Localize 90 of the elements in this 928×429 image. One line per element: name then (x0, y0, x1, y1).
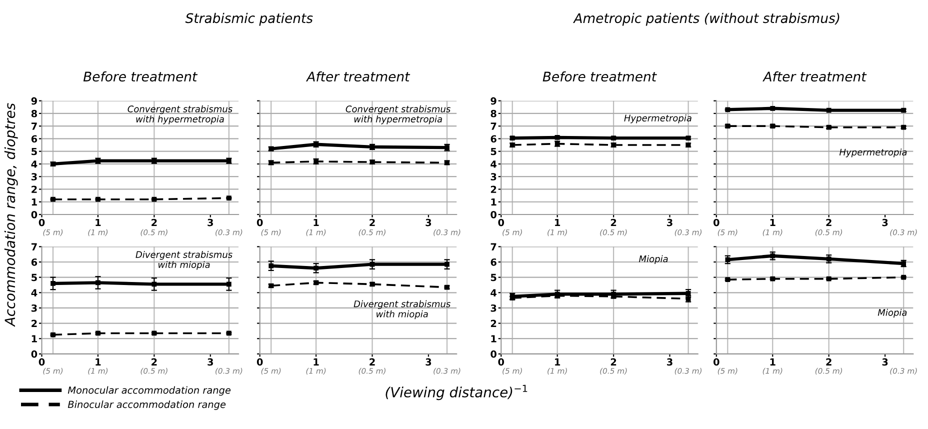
x-tick-label: 1 (555, 358, 560, 366)
annotation: Divergent strabismus with miopia (136, 250, 232, 270)
y-tick-label: 5 (490, 148, 496, 156)
point (50, 281, 56, 286)
annotation: Hypermetropia (839, 148, 907, 158)
y-tick-label: 3 (490, 173, 496, 180)
point (96, 280, 100, 286)
y-tick-label: 3 (31, 304, 37, 312)
y-tick-label: 3 (490, 304, 496, 312)
y-tick-label: 7 (31, 122, 37, 130)
legend-label: Binocular accommodation range (68, 400, 226, 410)
x-tick-label: 2 (826, 358, 832, 366)
y-tick-label: 2 (32, 320, 37, 327)
x-tick-label: 0 (38, 218, 45, 226)
y-tick-label: 5 (490, 274, 496, 282)
y-tick-label: 2 (490, 186, 496, 193)
y-tick-label: 7 (490, 122, 496, 130)
x-axis-title: (Viewing distance)$^{−1}$ (386, 384, 528, 400)
chart-subtitle: Before treatment (542, 71, 657, 82)
y-tick-label: 2 (490, 320, 496, 327)
y-tick-label: 6 (31, 258, 38, 266)
x-tick-label: 0 (714, 218, 720, 226)
annotation: Convergent strabismus with hypermetropia (346, 105, 450, 124)
legend-label: Monocular accommodation range (68, 386, 231, 396)
y-tick-label: 5 (32, 148, 37, 156)
chart-subtitle: Before treatment (83, 71, 198, 82)
annotation: Miopia (878, 308, 907, 318)
chart-title: Strabismic patients (185, 12, 313, 26)
y-tick-label: 8 (31, 110, 37, 118)
x-tick-label: 2 (370, 358, 375, 366)
y-tick-label: 9 (31, 97, 37, 105)
y-tick-label: 1 (32, 335, 37, 342)
y-axis-title: Accommodation range, dioptres (4, 103, 18, 327)
x-tick-label: 2 (610, 218, 616, 226)
x-tick-label: 1 (96, 358, 101, 366)
x-tick-label: 1 (770, 358, 776, 366)
y-tick-label: 0 (490, 350, 496, 358)
y-tick-label: 4 (490, 289, 497, 296)
chart-subtitle: After treatment (762, 71, 867, 82)
x-tick-label: 3 (426, 358, 432, 366)
y-tick-label: 0 (490, 210, 496, 218)
y-tick-label: 5 (32, 274, 37, 282)
y-tick-label: 7 (31, 243, 37, 250)
x-tick-label: 1 (314, 358, 319, 366)
x-tick-label: 2 (152, 358, 157, 366)
y-tick-label: 0 (31, 350, 38, 358)
x-tick-label: 3 (882, 358, 888, 366)
y-tick-label: 1 (491, 335, 496, 342)
x-tick-label: 2 (370, 218, 375, 226)
y-tick-label: 0 (31, 210, 38, 218)
y-tick-label: 6 (490, 258, 496, 266)
annotation: Divergent strabismus with miopia (354, 300, 450, 320)
y-tick-label: 3 (31, 173, 37, 180)
annotation: Hypermetropia (624, 114, 692, 124)
x-tick-label: 2 (610, 358, 616, 366)
y-tick-label: 7 (490, 243, 496, 250)
x-tick-label: 3 (208, 218, 213, 226)
x-tick-label: 3 (667, 218, 672, 226)
y-tick-label: 6 (490, 135, 496, 143)
y-tick-label: 4 (31, 289, 38, 296)
chart-title: Ametropic patients (without strabismus) (573, 12, 840, 26)
x-tick-label: 1 (314, 218, 319, 226)
x-tick-label: 0 (714, 358, 720, 366)
y-tick-label: 1 (491, 198, 496, 206)
x-tick-label: 3 (426, 218, 432, 226)
point (152, 282, 157, 287)
y-tick-label: 4 (490, 160, 497, 168)
x-tick-label: 0 (38, 358, 45, 366)
y-tick-label: 9 (490, 97, 496, 105)
x-tick-label: 1 (96, 218, 101, 226)
x-tick-label: 1 (555, 218, 560, 226)
y-tick-label: 8 (490, 110, 496, 118)
x-tick-label: 2 (152, 218, 157, 226)
x-tick-label: 0 (256, 358, 263, 366)
y-tick-label: 1 (32, 198, 37, 206)
x-tick-label: 3 (208, 358, 213, 366)
y-tick-label: 4 (31, 160, 38, 168)
y-tick-label: 6 (31, 135, 38, 143)
y-tick-label: 2 (32, 186, 37, 193)
point (226, 282, 232, 287)
x-tick-label: 2 (826, 218, 832, 226)
annotation: Miopia (638, 255, 668, 264)
x-tick-label: 3 (667, 358, 672, 366)
chart-subtitle: After treatment (306, 71, 410, 82)
x-tick-label: 3 (882, 218, 888, 226)
annotation: Convergent strabismus with hypermetropia (128, 105, 232, 124)
x-tick-label: 1 (770, 218, 776, 226)
x-tick-label: 0 (498, 358, 504, 366)
x-tick-label: 0 (256, 218, 263, 226)
x-tick-label: 0 (498, 218, 504, 226)
